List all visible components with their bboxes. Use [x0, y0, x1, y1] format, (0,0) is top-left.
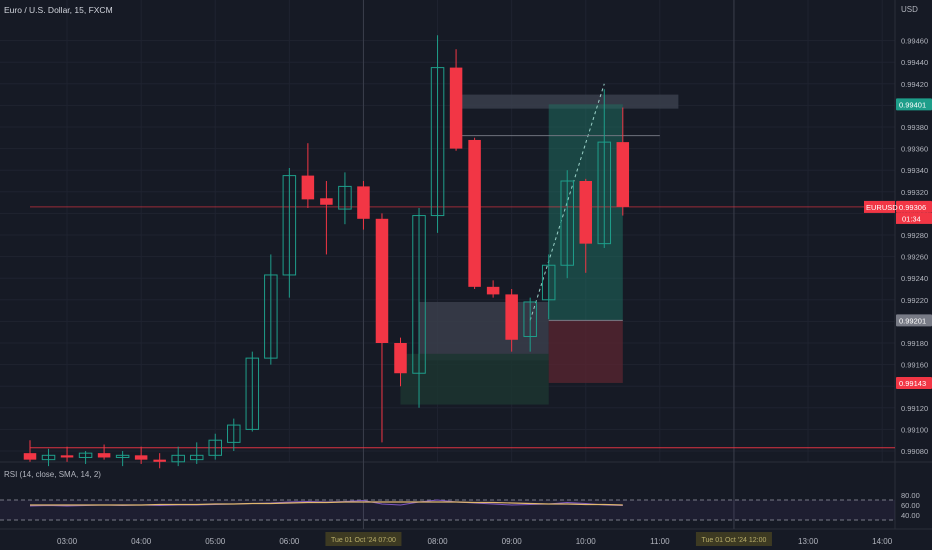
price-tick-label: 0.99340 — [901, 166, 928, 175]
candle-body-down — [301, 175, 315, 200]
candle-body-down — [60, 455, 74, 458]
stop-price-tag-text: 0.99143 — [899, 379, 926, 388]
time-tick-label: 05:00 — [205, 537, 226, 546]
price-tick-label: 0.99120 — [901, 404, 928, 413]
demand-green-box[interactable] — [400, 353, 549, 405]
candlestick-series — [23, 35, 630, 469]
candle-body-down — [320, 198, 333, 205]
position-stop-zone[interactable] — [548, 320, 623, 383]
rsi-label[interactable]: RSI (14, close, SMA, 14, 2) — [4, 470, 101, 479]
candle-body-up — [412, 215, 426, 374]
candle-body-down — [468, 139, 481, 287]
candle-body-down — [449, 67, 463, 149]
candle-body-down — [579, 181, 592, 244]
candle-body-down — [357, 186, 370, 219]
price-tick-label: 0.99360 — [901, 145, 928, 154]
candle-body-up — [78, 452, 93, 458]
price-tick-label: 0.99180 — [901, 339, 928, 348]
candle-body-up — [523, 301, 537, 338]
price-tick-label: 0.99100 — [901, 425, 928, 434]
candle-body-up — [227, 424, 241, 443]
time-tick-label: 11:00 — [650, 537, 670, 546]
candle-body-down — [134, 455, 148, 460]
price-tick-label: 0.99280 — [901, 231, 928, 240]
rsi-tick-label: 40.00 — [901, 511, 920, 520]
time-highlight-label[interactable] — [325, 532, 402, 546]
stop-price-tag[interactable] — [896, 376, 932, 389]
candle-body-up — [115, 454, 130, 458]
time-tick-label: 06:00 — [279, 537, 300, 546]
price-tick-label: 0.99220 — [901, 296, 928, 305]
time-tick-label: 09:00 — [502, 537, 523, 546]
entry-price-tag[interactable] — [896, 314, 932, 327]
time-highlight-text: Tue 01 Oct '24 12:00 — [701, 537, 766, 544]
currency-label: USD — [901, 5, 918, 14]
candle-body-down — [153, 459, 166, 462]
candle-body-up — [171, 454, 185, 463]
price-tick-label: 0.99380 — [901, 123, 928, 132]
price-tick-label: 0.99160 — [901, 361, 928, 370]
countdown-text: 01:34 — [902, 214, 921, 223]
rsi-tick-label: 60.00 — [901, 501, 920, 510]
candle-body-up — [282, 175, 297, 276]
target-price-tag-text: 0.99401 — [899, 100, 926, 109]
candle-body-down — [97, 453, 111, 458]
target-price-tag[interactable] — [896, 98, 932, 111]
price-tick-label: 0.99080 — [901, 447, 928, 456]
price-tick-label: 0.99440 — [901, 58, 928, 67]
symbol-tag-text: EURUSD — [866, 203, 898, 212]
rsi-tick-label: 80.00 — [901, 491, 920, 500]
candle-body-up — [189, 454, 204, 461]
candle-body-down — [375, 218, 389, 343]
entry-price-tag-text: 0.99201 — [899, 316, 926, 325]
price-tick-label: 0.99240 — [901, 274, 928, 283]
candle-body-up — [597, 141, 612, 245]
candle-body-up — [264, 274, 278, 359]
candle-body-up — [430, 67, 445, 217]
candle-body-up — [541, 264, 556, 301]
time-tick-label: 03:00 — [57, 537, 78, 546]
symbol-title[interactable]: Euro / U.S. Dollar, 15, FXCM — [4, 5, 113, 15]
time-highlight-label[interactable] — [695, 532, 772, 546]
candle-body-up — [560, 180, 574, 266]
candle-body-down — [23, 453, 37, 460]
candle-body-up — [208, 439, 222, 456]
current-price-tag[interactable] — [896, 200, 932, 213]
time-tick-label: 10:00 — [576, 537, 597, 546]
symbol-tag[interactable] — [864, 200, 895, 213]
horizontal-lines[interactable] — [30, 135, 895, 449]
candle-body-up — [338, 185, 352, 210]
price-tick-label: 0.99260 — [901, 253, 928, 262]
time-axis[interactable]: 03:0004:0005:0006:0007:0008:0009:0010:00… — [57, 532, 893, 546]
current-price-tag-text: 0.99306 — [899, 203, 926, 212]
demand-box[interactable] — [419, 301, 549, 361]
time-tick-label: 04:00 — [131, 537, 152, 546]
price-tick-label: 0.99420 — [901, 80, 928, 89]
rsi-sma-line — [30, 501, 623, 506]
price-tick-label: 0.99460 — [901, 37, 928, 46]
candle-body-down — [486, 286, 500, 295]
candle-body-down — [505, 294, 518, 340]
candle-body-down — [616, 142, 630, 207]
time-tick-label: 08:00 — [428, 537, 449, 546]
time-tick-label: 14:00 — [872, 537, 893, 546]
drawing-zones[interactable] — [400, 94, 679, 405]
price-axis[interactable]: 0.994600.994400.994200.994000.993800.993… — [864, 37, 932, 456]
candle-body-down — [394, 343, 407, 374]
price-tick-label: 0.99320 — [901, 188, 928, 197]
candle-body-up — [41, 454, 56, 461]
position-path-line — [529, 83, 605, 321]
time-highlight-text: Tue 01 Oct '24 07:00 — [331, 537, 396, 544]
candle-body-up — [245, 357, 260, 430]
time-tick-label: 13:00 — [798, 537, 819, 546]
countdown-tag — [896, 212, 932, 224]
rsi-band — [0, 500, 895, 520]
